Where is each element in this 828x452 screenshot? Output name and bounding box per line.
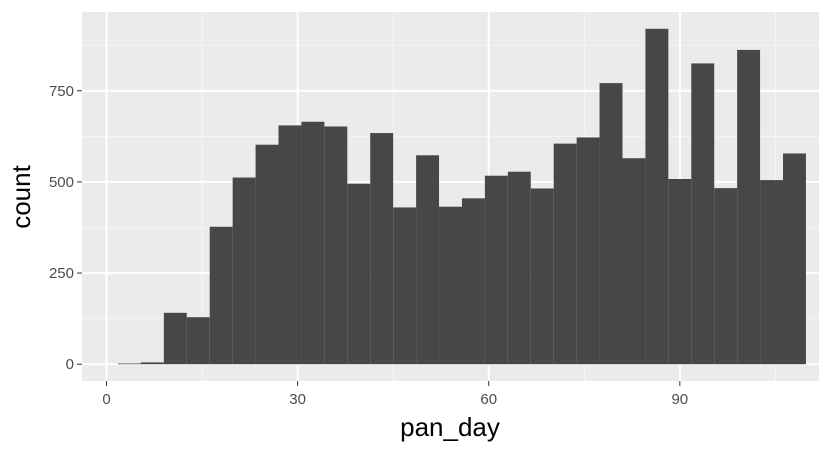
histogram-bar <box>530 188 554 365</box>
histogram-bar <box>691 63 715 365</box>
x-axis: 0 30 60 90 <box>102 381 688 408</box>
histogram-bar <box>324 126 348 365</box>
histogram-bar <box>737 49 761 365</box>
histogram-bar <box>393 207 417 365</box>
histogram-bar <box>622 158 646 365</box>
histogram-bar <box>255 144 279 365</box>
y-tick-label: 250 <box>49 265 74 282</box>
histogram-bar <box>232 177 256 365</box>
histogram-bar <box>278 125 302 365</box>
histogram-bar <box>507 171 531 365</box>
histogram-bar <box>117 363 141 365</box>
histogram-bar <box>668 178 692 365</box>
x-tick-label: 60 <box>480 391 497 408</box>
histogram-bar <box>645 28 669 365</box>
histogram-bar <box>484 175 508 365</box>
y-tick-label: 500 <box>49 174 74 191</box>
y-axis: 0 250 500 750 <box>49 83 82 373</box>
x-tick-label: 90 <box>671 391 688 408</box>
histogram-bar <box>140 362 164 365</box>
histogram-bar <box>599 83 623 365</box>
histogram-bar <box>209 226 233 365</box>
histogram-bar <box>439 206 462 365</box>
histogram-bar <box>186 317 210 365</box>
x-tick-label: 30 <box>289 391 306 408</box>
histogram-bar <box>553 143 577 365</box>
histogram-bar <box>783 153 806 365</box>
histogram-bar <box>163 312 187 365</box>
histogram-bar <box>370 133 394 365</box>
y-tick-label: 0 <box>66 356 74 373</box>
histogram-bar <box>714 188 738 365</box>
histogram-bar <box>576 137 600 365</box>
x-tick-label: 0 <box>102 391 110 408</box>
x-axis-title: pan_day <box>400 412 500 442</box>
histogram-bar <box>347 183 371 365</box>
histogram-bar <box>416 155 440 365</box>
histogram-bars <box>117 28 806 365</box>
y-tick-label: 750 <box>49 83 74 100</box>
histogram-bar <box>760 180 784 365</box>
histogram-bar <box>301 121 325 365</box>
y-axis-title: count <box>6 164 36 228</box>
histogram-bar <box>461 198 485 365</box>
